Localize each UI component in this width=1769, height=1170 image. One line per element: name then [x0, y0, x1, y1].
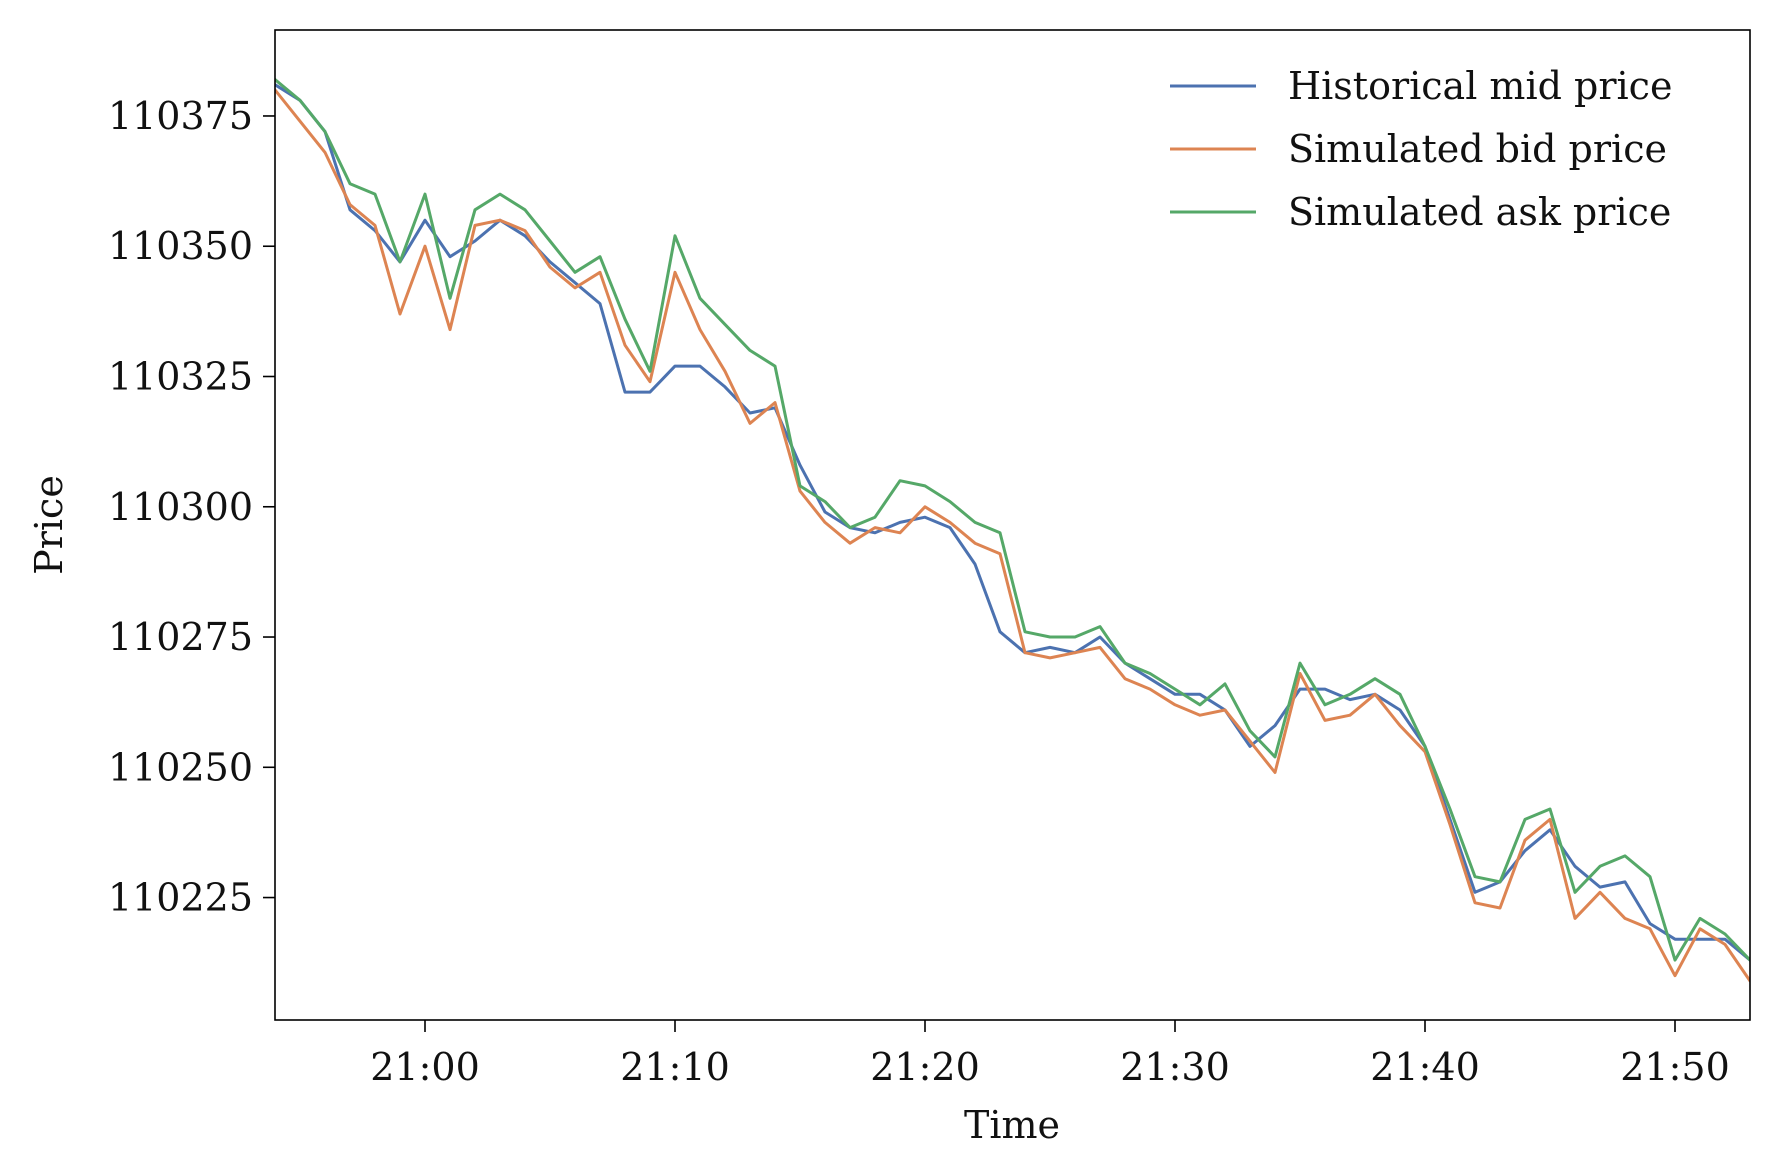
x-tick-label: 21:30: [1120, 1045, 1230, 1089]
series-line-1: [275, 83, 1750, 962]
x-axis-label: Time: [964, 1103, 1060, 1147]
series-line-3: [275, 78, 1750, 962]
legend-label-3: Simulated ask price: [1288, 190, 1671, 234]
series-line-2: [275, 88, 1750, 983]
x-tick-label: 21:20: [870, 1045, 980, 1089]
y-tick-label: 110300: [108, 485, 253, 529]
y-axis-label: Price: [27, 475, 71, 575]
legend-label-2: Simulated bid price: [1288, 127, 1667, 171]
y-tick-label: 110375: [108, 94, 253, 138]
y-axis: 110225 110250 110275 110300 110325 110350 1103…: [108, 94, 275, 920]
y-tick-label: 110350: [108, 224, 253, 268]
plot-lines: [275, 78, 1750, 983]
x-axis: 21:00 21:10 21:20 21:30 21:40 21:50: [370, 1020, 1730, 1089]
legend: Historical mid price Simulated bid price S…: [1170, 64, 1672, 234]
x-tick-label: 21:10: [620, 1045, 730, 1089]
plot-frame: [274, 29, 1751, 1021]
x-tick-label: 21:50: [1620, 1045, 1730, 1089]
legend-label-1: Historical mid price: [1288, 64, 1672, 108]
y-tick-label: 110250: [108, 745, 253, 789]
y-tick-label: 110325: [108, 355, 253, 399]
y-tick-label: 110225: [108, 876, 253, 920]
x-tick-label: 21:00: [370, 1045, 480, 1089]
y-tick-label: 110275: [108, 615, 253, 659]
x-tick-label: 21:40: [1370, 1045, 1480, 1089]
